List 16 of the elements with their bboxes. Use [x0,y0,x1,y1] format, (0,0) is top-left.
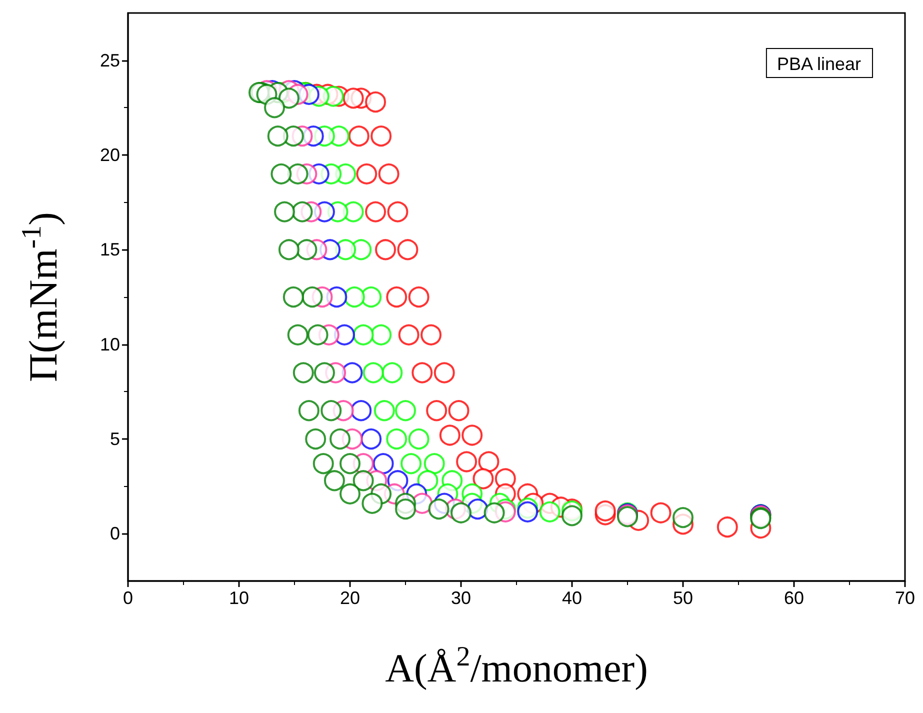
y-tick-label: 20 [100,145,120,165]
y-tick-label: 10 [100,334,120,354]
x-tick-label: 60 [784,588,804,608]
x-tick-label: 50 [672,588,694,608]
y-axis-title: Π(mNm-1) [16,212,66,382]
y-tick-label: 25 [100,50,120,70]
y-tick-label: 15 [100,240,120,260]
x-tick-label: 30 [450,588,472,608]
x-tick-label: 20 [340,588,360,608]
y-tick-label: 0 [110,524,120,544]
x-tick-label: 70 [894,588,916,608]
annotation: PBA linear [776,54,862,74]
x-tick-label: 0 [122,588,134,608]
x-tick-label: 10 [228,588,250,608]
x-tick-label: 40 [562,588,582,608]
y-tick-label: 5 [110,429,120,449]
